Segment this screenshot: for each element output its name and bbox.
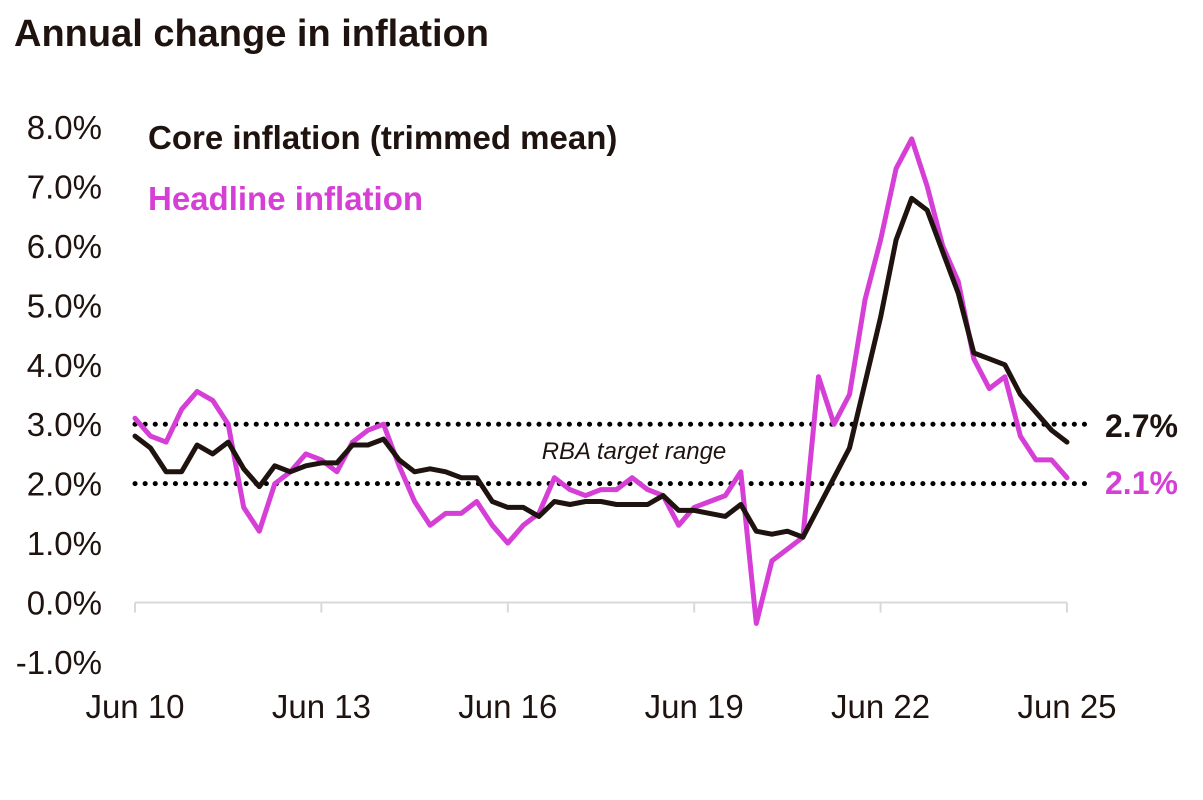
x-tick-label: Jun 10	[85, 688, 184, 725]
legend-core-inflation: Core inflation (trimmed mean)	[148, 119, 617, 156]
x-tick-label: Jun 13	[272, 688, 371, 725]
y-tick-label: 8.0%	[27, 109, 102, 146]
core-inflation-line	[132, 195, 1070, 540]
y-tick-label: 2.0%	[27, 466, 102, 503]
y-tick-label: 6.0%	[27, 228, 102, 265]
x-axis-tick-labels: Jun 10 Jun 13 Jun 16 Jun 19 Jun 22 Jun 25	[85, 688, 1116, 725]
y-tick-label: 0.0%	[27, 585, 102, 622]
legend-headline-inflation: Headline inflation	[148, 180, 423, 217]
y-tick-label: 1.0%	[27, 525, 102, 562]
headline-inflation-end-label: 2.1%	[1105, 465, 1178, 501]
y-tick-label: 7.0%	[27, 168, 102, 205]
y-tick-label: 5.0%	[27, 287, 102, 324]
y-tick-label: 4.0%	[27, 347, 102, 384]
y-tick-label: -1.0%	[16, 644, 102, 681]
x-tick-label: Jun 25	[1017, 688, 1116, 725]
core-inflation-end-label: 2.7%	[1105, 408, 1178, 444]
reference-lines	[132, 421, 1095, 487]
x-tick-label: Jun 19	[645, 688, 744, 725]
y-tick-label: 3.0%	[27, 406, 102, 443]
chart-title: Annual change in inflation	[14, 13, 489, 55]
x-tick-label: Jun 22	[831, 688, 930, 725]
x-tick-label: Jun 16	[458, 688, 557, 725]
rba-target-range-annotation: RBA target range	[542, 438, 727, 465]
y-axis-tick-labels: -1.0% 0.0% 1.0% 2.0% 3.0% 4.0% 5.0% 6.0% 7.0% 8.0…	[16, 109, 102, 681]
series-lines	[132, 136, 1070, 626]
x-axis	[134, 601, 1068, 613]
